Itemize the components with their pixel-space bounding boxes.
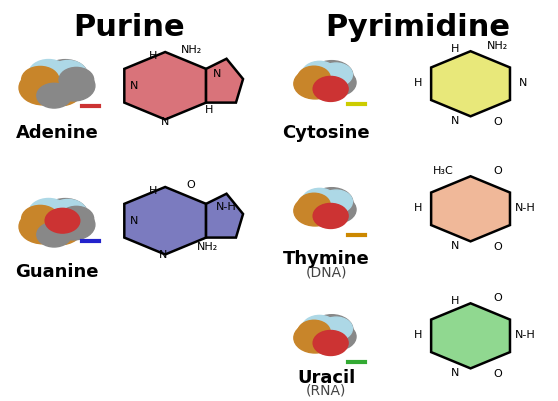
Text: H: H bbox=[414, 203, 422, 213]
Text: O: O bbox=[493, 292, 502, 302]
Text: NH₂: NH₂ bbox=[180, 45, 202, 55]
Text: Adenine: Adenine bbox=[16, 124, 98, 142]
Text: N-H: N-H bbox=[216, 201, 237, 211]
Text: (RNA): (RNA) bbox=[306, 382, 347, 396]
Circle shape bbox=[298, 318, 343, 350]
Circle shape bbox=[313, 204, 348, 229]
Polygon shape bbox=[431, 177, 510, 242]
Circle shape bbox=[309, 326, 349, 354]
Circle shape bbox=[310, 61, 353, 92]
Circle shape bbox=[42, 199, 88, 231]
Circle shape bbox=[37, 213, 83, 245]
Text: NH₂: NH₂ bbox=[197, 241, 218, 251]
Text: Purine: Purine bbox=[73, 13, 185, 42]
Circle shape bbox=[294, 69, 336, 100]
Circle shape bbox=[302, 62, 337, 87]
Text: H: H bbox=[149, 51, 157, 61]
Circle shape bbox=[298, 65, 343, 97]
Circle shape bbox=[28, 61, 69, 89]
Text: N: N bbox=[161, 117, 170, 127]
Circle shape bbox=[319, 324, 356, 350]
Polygon shape bbox=[124, 53, 206, 120]
Circle shape bbox=[49, 61, 86, 88]
Circle shape bbox=[320, 190, 353, 214]
Circle shape bbox=[313, 331, 348, 356]
Circle shape bbox=[22, 206, 59, 233]
Text: H₃C: H₃C bbox=[433, 165, 454, 175]
Text: H: H bbox=[204, 105, 213, 115]
Circle shape bbox=[319, 70, 356, 97]
Text: O: O bbox=[493, 242, 502, 251]
Text: NH₂: NH₂ bbox=[487, 41, 508, 51]
Circle shape bbox=[52, 71, 95, 102]
Text: N-H: N-H bbox=[515, 203, 536, 213]
Circle shape bbox=[313, 77, 348, 102]
Text: Thymine: Thymine bbox=[283, 249, 369, 267]
Circle shape bbox=[37, 223, 71, 247]
Circle shape bbox=[320, 317, 353, 340]
Text: N: N bbox=[450, 367, 459, 377]
Circle shape bbox=[27, 63, 75, 98]
Text: N: N bbox=[158, 250, 167, 260]
Text: Pyrimidine: Pyrimidine bbox=[325, 13, 511, 42]
Text: N: N bbox=[450, 115, 459, 125]
Text: Cytosine: Cytosine bbox=[282, 124, 370, 142]
Circle shape bbox=[302, 316, 337, 340]
Text: O: O bbox=[493, 117, 502, 127]
Circle shape bbox=[319, 197, 356, 223]
Text: O: O bbox=[187, 179, 195, 189]
Text: N: N bbox=[450, 240, 459, 250]
Circle shape bbox=[309, 199, 349, 227]
Circle shape bbox=[298, 194, 330, 217]
Text: O: O bbox=[493, 369, 502, 378]
Circle shape bbox=[294, 196, 336, 227]
Text: (DNA): (DNA) bbox=[305, 265, 347, 279]
Circle shape bbox=[37, 84, 71, 109]
Circle shape bbox=[45, 209, 80, 233]
Circle shape bbox=[42, 61, 88, 93]
Circle shape bbox=[19, 210, 67, 244]
Circle shape bbox=[49, 200, 86, 227]
Text: H: H bbox=[149, 185, 157, 195]
Text: H: H bbox=[450, 44, 459, 54]
Circle shape bbox=[27, 202, 75, 236]
Text: Guanine: Guanine bbox=[15, 263, 99, 281]
Polygon shape bbox=[431, 52, 510, 117]
Circle shape bbox=[298, 67, 330, 90]
Circle shape bbox=[320, 64, 353, 87]
Circle shape bbox=[294, 323, 336, 353]
Text: H: H bbox=[414, 78, 422, 88]
Circle shape bbox=[37, 74, 83, 107]
Text: N: N bbox=[519, 78, 527, 88]
Text: H: H bbox=[414, 329, 422, 339]
Circle shape bbox=[310, 188, 353, 219]
Text: N: N bbox=[131, 81, 139, 91]
Polygon shape bbox=[124, 188, 206, 255]
Circle shape bbox=[309, 72, 349, 101]
Circle shape bbox=[310, 315, 353, 345]
Text: N-H: N-H bbox=[515, 329, 536, 339]
Polygon shape bbox=[206, 194, 243, 238]
Text: Uracil: Uracil bbox=[297, 368, 355, 386]
Circle shape bbox=[298, 320, 330, 344]
Circle shape bbox=[59, 207, 94, 231]
Circle shape bbox=[52, 210, 95, 240]
Text: H: H bbox=[450, 295, 459, 305]
Text: O: O bbox=[493, 165, 502, 175]
Polygon shape bbox=[206, 60, 243, 103]
Circle shape bbox=[302, 189, 337, 214]
Circle shape bbox=[298, 191, 343, 223]
Circle shape bbox=[22, 67, 59, 94]
Circle shape bbox=[28, 199, 69, 227]
Circle shape bbox=[59, 68, 94, 93]
Circle shape bbox=[19, 71, 67, 105]
Text: N: N bbox=[131, 215, 139, 225]
Text: N: N bbox=[213, 69, 222, 79]
Polygon shape bbox=[431, 304, 510, 369]
